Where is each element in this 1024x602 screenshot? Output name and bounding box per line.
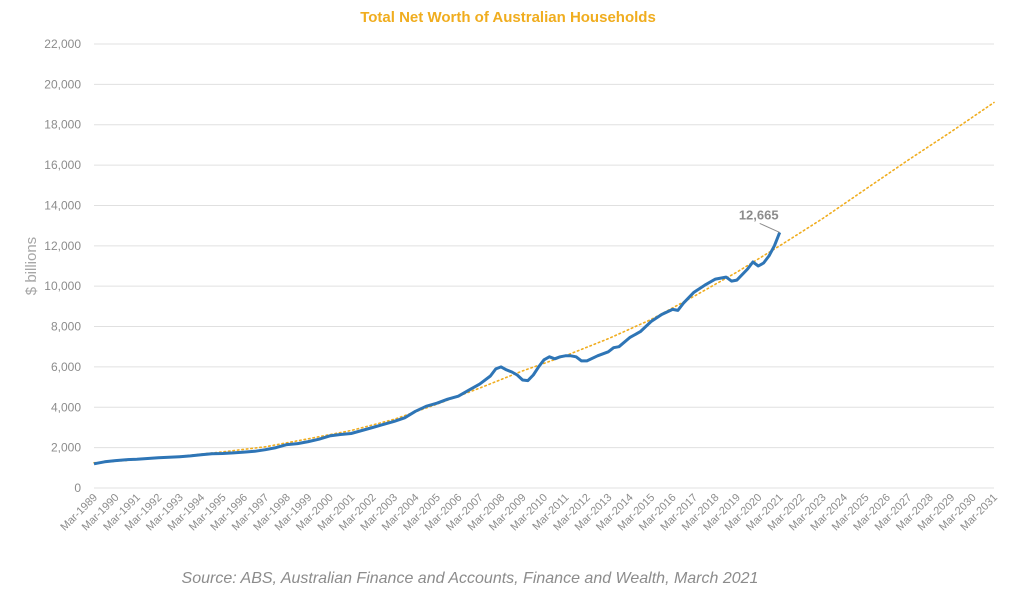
y-axis-label: $ billions — [23, 237, 40, 295]
annotation-leader-line — [759, 222, 780, 233]
y-axis-ticks: 0 2,000 4,000 6,000 8,000 10,000 12,000 14,000 1… — [44, 37, 81, 495]
annotation-group: 12,665 — [739, 207, 780, 233]
y-tick-label: 8,000 — [51, 320, 81, 334]
y-tick-label: 22,000 — [44, 37, 81, 51]
y-tick-label: 18,000 — [44, 118, 81, 132]
y-tick-label: 2,000 — [51, 441, 81, 455]
source-note: Source: ABS, Australian Finance and Acco… — [182, 570, 759, 587]
y-tick-label: 10,000 — [44, 279, 81, 293]
trend-line — [93, 101, 995, 464]
y-tick-label: 20,000 — [44, 77, 81, 91]
y-tick-label: 0 — [74, 481, 81, 495]
y-tick-label: 16,000 — [44, 158, 81, 172]
net-worth-line — [93, 231, 782, 466]
y-tick-label: 4,000 — [51, 400, 81, 414]
y-tick-label: 12,000 — [44, 239, 81, 253]
latest-value-label: 12,665 — [739, 207, 779, 222]
chart-title: Total Net Worth of Australian Households — [360, 9, 656, 26]
x-axis-ticks: Mar-1989Mar-1990Mar-1991Mar-1992Mar-1993… — [58, 492, 1000, 534]
series-layer — [93, 101, 995, 466]
y-tick-label: 6,000 — [51, 360, 81, 374]
y-tick-label: 14,000 — [44, 198, 81, 212]
gridlines — [94, 43, 994, 489]
